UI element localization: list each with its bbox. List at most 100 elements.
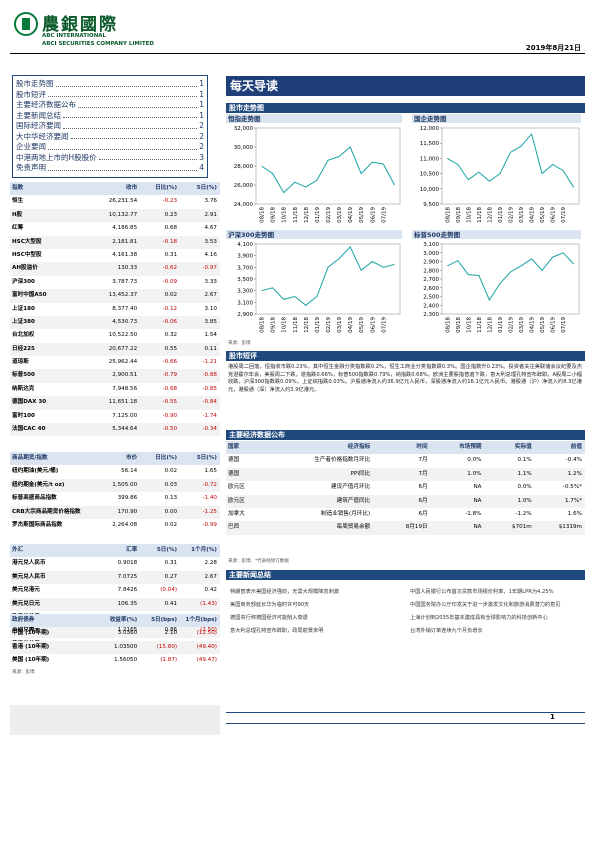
table-cell: 4,161.38	[112, 251, 138, 258]
table-cell: -0.06	[162, 318, 178, 325]
table-cell: -0.97	[202, 265, 217, 272]
table-cell: 6月	[418, 510, 428, 517]
x-tick-label: 03/19	[337, 207, 343, 223]
table-cell: 制造业销售(月环比)	[321, 510, 371, 517]
table-cell: 2,264.08	[112, 521, 138, 528]
econ-table: 国家 经济指标 时间 市场预期 实际值 前值 德国 生产者价格指数月环比 7月 0.0% 0.1% -…	[226, 441, 585, 535]
line-series	[447, 133, 575, 188]
table-header: 国家 经济指标 时间 市场预期 实际值 前值	[226, 441, 585, 455]
toc-item: 中港两地上市的H股股价 3	[16, 153, 204, 164]
table-row: 纽约期金(美元/t oz) 1,505.00 0.03 -0.72	[10, 478, 220, 493]
table-cell: $701m	[512, 524, 532, 531]
y-tick-label: 2,700	[423, 277, 439, 283]
news-item: 特朗普表示美国经济强劲，无需大规模降息刺激	[230, 589, 339, 595]
y-tick-label: 11,000	[420, 156, 440, 162]
table-cell: 7.8426	[117, 587, 138, 594]
header-cell: 前值	[570, 444, 582, 450]
table-cell: -0.85	[202, 385, 217, 392]
table-cell: 3.0360	[117, 630, 138, 637]
table-cell: 欧元区	[228, 484, 245, 491]
table-cell: 56.14	[121, 468, 138, 475]
table-row: 英磅兑美元 1.2165 0.86 (2.50)	[10, 624, 220, 638]
source: 来源：彭博、*代表经修订数据	[228, 559, 289, 564]
toc-leader	[98, 153, 198, 160]
table-cell: 7,948.56	[112, 385, 138, 392]
table-row: 红筹 4,186.85 0.68 4.67	[10, 222, 220, 235]
table-cell: 美元兑港元	[12, 587, 40, 594]
x-tick-label: 02/19	[509, 317, 515, 333]
table-cell: 0.0%	[467, 457, 482, 464]
table-cell: 0.00	[164, 508, 178, 515]
table-row: 德国 生产者价格指数月环比 7月 0.0% 0.1% -0.4%	[226, 454, 585, 467]
table-cell: 8,377.40	[112, 305, 138, 312]
table-row: 日经225 20,677.22 0.55 0.11	[10, 342, 220, 357]
x-tick-label: 04/19	[348, 317, 354, 333]
table-cell: -0.84	[202, 399, 217, 406]
table-cell: 富时中国A50	[12, 292, 47, 299]
table-row: 纳斯达克 7,948.56 -0.68 -0.85	[10, 383, 220, 396]
table-cell: HSC中型股	[12, 251, 42, 258]
x-tick-label: 10/18	[466, 317, 472, 333]
table-cell: 0.32	[164, 332, 178, 339]
table-row: 上证180 8,377.40 -0.12 3.10	[10, 303, 220, 316]
table-cell: 0.31	[164, 251, 178, 258]
x-tick-label: 09/18	[456, 317, 462, 333]
toc-item: 主要新闻总结 1	[16, 111, 204, 122]
y-tick-label: 3,900	[237, 254, 253, 260]
table-cell: 4,186.85	[112, 225, 138, 232]
table-cell: 0.27	[164, 573, 178, 580]
toc-leader	[55, 79, 198, 87]
table-cell: 巴西	[228, 524, 240, 531]
header-cell: 市场预期	[459, 444, 482, 450]
table-cell: 20,677.22	[108, 345, 138, 352]
table-row: 美元兑日元 106.35 0.41 (1.43)	[10, 597, 220, 611]
table-cell: 港元兑人民币	[12, 560, 46, 567]
header-cell: 1个月(%)	[191, 547, 217, 553]
header-cell: 1个月(bps)	[185, 617, 217, 623]
x-tick-label: 12/18	[304, 317, 310, 333]
toc-item: 企业要闻 2	[16, 142, 204, 153]
table-cell: -1.21	[202, 359, 217, 366]
table-cell: -0.5%*	[562, 484, 582, 491]
table-row: 标普高盛商品指数 399.86 0.13 -1.40	[10, 492, 220, 505]
source: 来源：彭博	[228, 341, 251, 346]
table-cell: 红筹	[12, 225, 24, 232]
x-tick-label: 11/18	[477, 207, 483, 223]
section-bar: 主要新闻总结	[226, 570, 585, 580]
toc-title: 股市走势图	[16, 79, 54, 88]
header-cell: 5日(%)	[196, 455, 217, 461]
table-header: 商品期货/指数 市价 日比(%) 5日(%)	[10, 452, 220, 466]
table-row: 欧元区 建设产值月环比 6月 NA 0.0% -0.5%*	[226, 481, 585, 494]
table-cell: 标普500	[12, 372, 35, 379]
table-cell: 170.90	[117, 508, 138, 515]
table-cell: -0.62	[162, 265, 178, 272]
table-cell: -0.88	[202, 372, 217, 379]
toc-leader	[63, 121, 198, 129]
table-cell: 11,651.18	[108, 399, 138, 406]
table-cell: 美国 (10年期)	[12, 657, 50, 664]
y-tick-label: 3,300	[237, 289, 253, 295]
y-tick-label: 2,800	[423, 268, 439, 274]
table-cell: 2.67	[204, 292, 217, 299]
table-cell: 1.54	[204, 332, 217, 339]
table-header: 指数 收市 日比(%) 5日(%)	[10, 182, 220, 196]
header-cell: 日比(%)	[155, 185, 178, 191]
table-cell: -0.12	[162, 305, 178, 312]
table-cell: 10,522.50	[108, 332, 138, 339]
table-cell: 1.0%	[467, 470, 482, 477]
x-tick-label: 07/19	[561, 317, 567, 333]
table-cell: H股	[12, 211, 23, 218]
table-cell: 德国DAX 30	[12, 399, 47, 406]
header-cell: 5日(%)	[196, 185, 217, 191]
toc-leader	[70, 132, 198, 139]
news-list: 中国人民银行公布首次贷款市场报价利率，1年期LPR为4.25% 中国国务院办公厅印…	[410, 588, 582, 640]
y-tick-label: 2,500	[423, 295, 439, 301]
table-cell: 英磅兑美元	[12, 627, 40, 634]
x-tick-label: 10/18	[466, 207, 472, 223]
table-cell: 10,132.77	[108, 211, 138, 218]
toc-title: 中港两地上市的H股股价	[16, 152, 97, 162]
table-cell: 1.56050	[114, 657, 138, 664]
table-cell: 4.16	[204, 251, 217, 258]
table-cell: 3.85	[204, 318, 217, 325]
y-tick-label: 24,000	[234, 202, 254, 208]
